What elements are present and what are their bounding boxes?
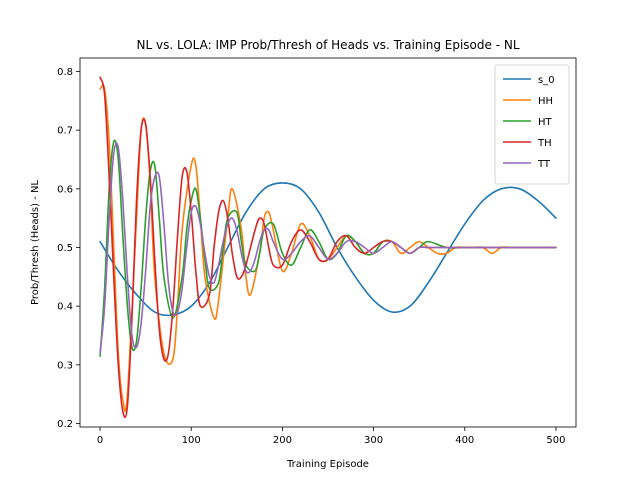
x-tick-label: 200 [273,435,292,446]
legend-label: HT [538,117,553,128]
chart-title: NL vs. LOLA: IMP Prob/Thresh of Heads vs… [137,38,520,52]
legend-label: TT [537,159,551,170]
legend: s_0 HH HT TH TT [494,64,570,185]
y-tick-label: 0.3 [57,360,73,371]
legend-box [494,64,570,185]
x-axis-label: Training Episode [286,459,369,470]
x-tick-label: 400 [455,435,474,446]
x-tick-label: 500 [546,435,565,446]
legend-label: HH [538,96,553,107]
y-tick-label: 0.2 [57,419,73,430]
x-tick-label: 300 [364,435,383,446]
x-tick-label: 100 [182,435,201,446]
y-axis: 0.2 0.3 0.4 0.5 0.6 0.7 0.8 [57,67,80,430]
y-tick-label: 0.7 [57,126,73,137]
x-axis: 0 100 200 300 400 500 [97,427,565,446]
x-tick-label: 0 [97,435,103,446]
legend-label: TH [537,138,552,149]
y-axis-label: Prob/Thresh (Heads) - NL [30,180,41,305]
y-tick-label: 0.8 [57,67,73,78]
legend-label: s_0 [538,75,555,86]
series-line-tt [99,142,557,354]
y-tick-label: 0.5 [57,243,73,254]
plot-area [99,76,557,419]
series-line-s_0 [99,182,557,317]
y-tick-label: 0.4 [57,302,73,313]
plot-frame [79,57,577,428]
y-tick-label: 0.6 [57,184,73,195]
